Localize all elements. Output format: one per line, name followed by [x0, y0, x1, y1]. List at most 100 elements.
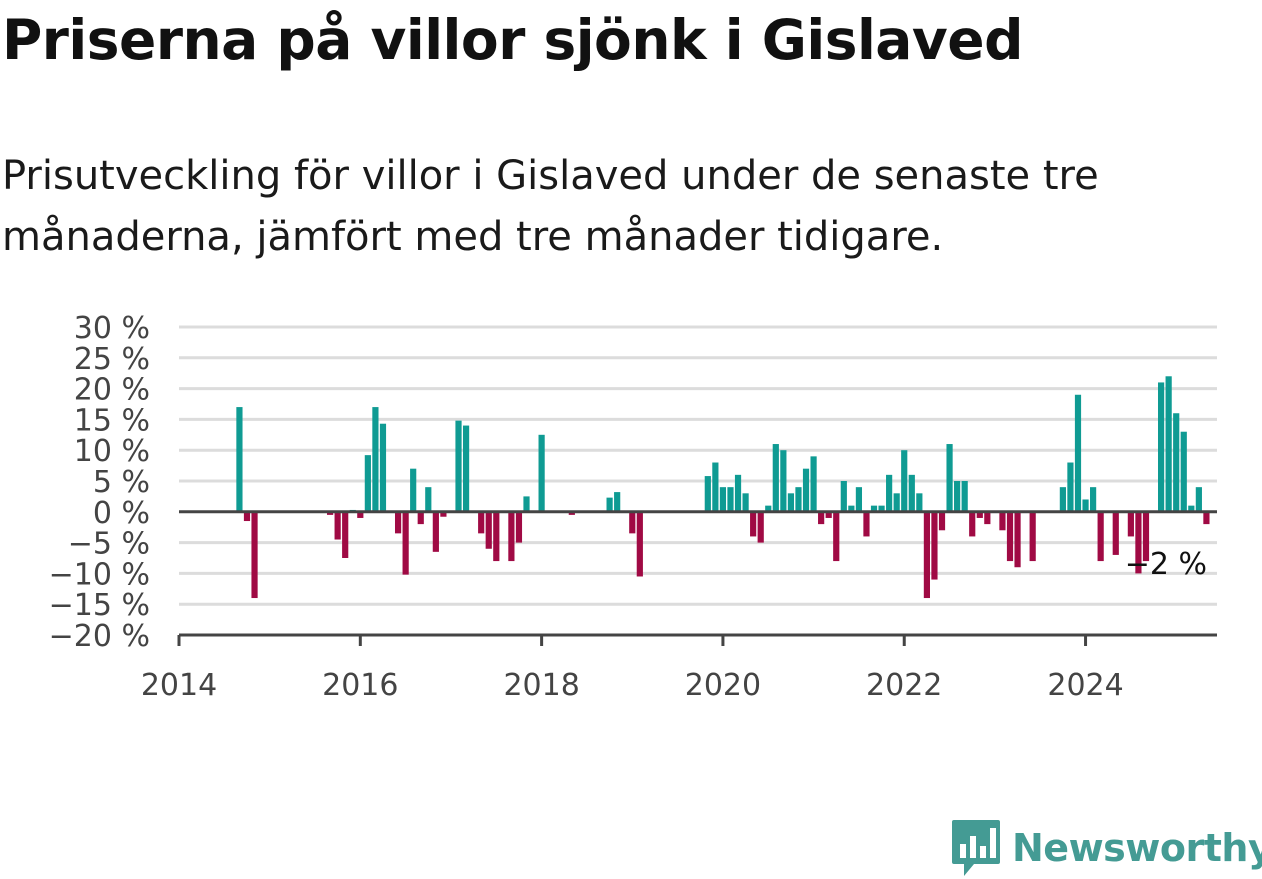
- bar: [508, 511, 515, 562]
- bar: [1158, 382, 1165, 512]
- bar: [795, 487, 802, 512]
- bar: [606, 497, 613, 512]
- bar: [1112, 511, 1119, 555]
- bar: [1135, 511, 1142, 574]
- bar: [364, 455, 371, 512]
- bar: [734, 474, 742, 512]
- bar: [787, 493, 795, 512]
- bar: [1059, 487, 1066, 512]
- bar: [772, 444, 779, 512]
- bar: [818, 511, 825, 525]
- bar: [1127, 511, 1134, 537]
- bar: [742, 493, 749, 512]
- bar: [236, 407, 243, 512]
- bar: [1203, 511, 1210, 525]
- bar: [1029, 511, 1036, 562]
- annotations: −2 %: [1125, 547, 1207, 582]
- bars: [236, 376, 1210, 599]
- bar: [840, 481, 847, 512]
- y-tick-label: −15 %: [49, 588, 150, 623]
- bar: [810, 456, 817, 512]
- bar: [462, 425, 470, 512]
- bar: [1165, 376, 1172, 512]
- end-value-label: −2 %: [1125, 547, 1207, 582]
- bar: [1173, 413, 1180, 512]
- bar: [478, 511, 485, 534]
- bar: [425, 487, 432, 512]
- bar: [976, 511, 983, 518]
- y-tick-label: 20 %: [74, 373, 150, 408]
- bar: [878, 505, 885, 512]
- bar: [946, 444, 953, 512]
- brand-name: Newsworthy: [1012, 826, 1262, 870]
- bar: [251, 511, 258, 599]
- x-tick-label: 2014: [141, 668, 217, 703]
- bar: [938, 511, 946, 531]
- x-tick-label: 2020: [685, 668, 761, 703]
- chart-title: Priserna på villor sjönk i Gislaved: [2, 8, 1023, 72]
- brand-logo: Newsworthy: [950, 818, 1262, 878]
- bar: [923, 511, 930, 599]
- chart-subtitle: Prisutveckling för villor i Gislaved und…: [2, 153, 1099, 260]
- bar: [1090, 487, 1097, 512]
- bar: [440, 511, 447, 517]
- bar: [243, 511, 251, 522]
- bar: [372, 407, 379, 512]
- bar: [757, 511, 764, 543]
- bar: [485, 511, 492, 549]
- bar: [833, 511, 840, 562]
- bar: [493, 511, 500, 562]
- bar: [410, 468, 417, 512]
- bar: [342, 511, 349, 558]
- bar: [750, 511, 757, 537]
- bar: [984, 511, 991, 525]
- bar: [825, 511, 832, 518]
- bar: [379, 423, 387, 512]
- bar: [931, 511, 938, 580]
- bar: [538, 434, 545, 512]
- bar: [704, 476, 711, 512]
- y-tick-label: 15 %: [74, 403, 150, 438]
- bar: [712, 462, 719, 512]
- bar: [326, 511, 334, 515]
- y-tick-label: −5 %: [68, 527, 150, 562]
- bar: [1188, 505, 1195, 512]
- newsworthy-logo-icon: [952, 820, 1000, 876]
- y-tick-label: 10 %: [74, 434, 150, 469]
- bar: [908, 474, 915, 512]
- bar: [417, 511, 424, 525]
- axes: [177, 510, 1217, 646]
- bar: [863, 511, 870, 537]
- x-tick-label: 2024: [1047, 668, 1123, 703]
- bar: [954, 481, 961, 512]
- bar: [1067, 462, 1074, 512]
- y-tick-label: 25 %: [74, 342, 150, 377]
- y-tick-label: 5 %: [93, 465, 150, 500]
- bar: [402, 511, 409, 575]
- bar: [1097, 511, 1104, 562]
- bar: [999, 511, 1006, 531]
- bar: [802, 468, 810, 512]
- bar: [1142, 511, 1150, 562]
- bar: [848, 505, 855, 512]
- bar: [886, 474, 893, 512]
- bar: [455, 420, 462, 512]
- gridlines: [179, 325, 1217, 606]
- bar: [969, 511, 976, 537]
- bar: [916, 493, 923, 512]
- x-tick-label: 2022: [866, 668, 942, 703]
- x-tick-label: 2016: [322, 668, 398, 703]
- bar: [515, 511, 523, 543]
- y-tick-label: 30 %: [74, 311, 150, 346]
- bar: [1195, 487, 1202, 512]
- bar: [901, 450, 908, 512]
- bar: [961, 481, 968, 512]
- bar: [614, 492, 621, 512]
- bar: [629, 511, 636, 534]
- bar: [855, 487, 863, 512]
- bar: [357, 511, 364, 518]
- x-tick-label: 2018: [503, 668, 579, 703]
- bar: [1006, 511, 1014, 562]
- bar: [1082, 499, 1089, 512]
